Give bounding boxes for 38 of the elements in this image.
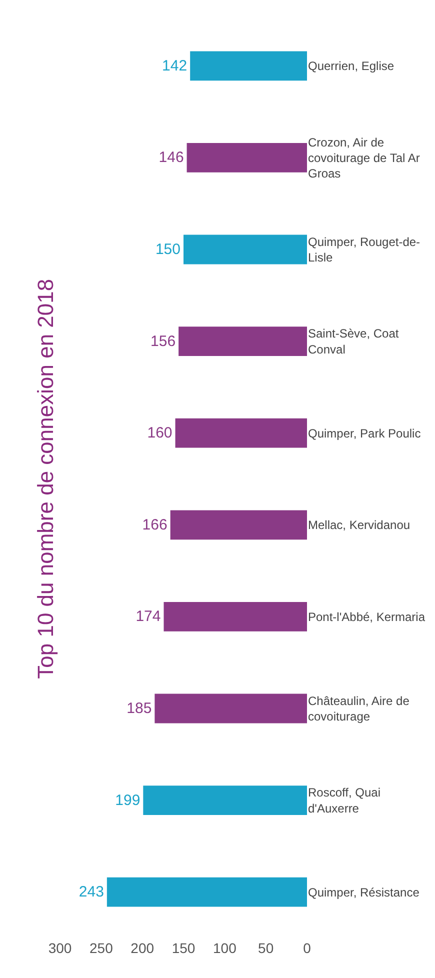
y-tick-label: Quimper, Rouget-de-Lisle — [308, 234, 420, 264]
data-label: 199 — [115, 792, 140, 809]
x-tick-label: 0 — [303, 940, 312, 956]
y-tick-label: Mellac, Kervidanou — [308, 518, 410, 532]
x-tick-label: 50 — [258, 940, 274, 956]
y-tick-label: Querrien, Eglise — [308, 59, 394, 74]
x-tick-label: 150 — [172, 940, 196, 956]
data-label: 142 — [162, 57, 188, 74]
data-label: 160 — [147, 424, 172, 442]
data-label: 166 — [142, 516, 168, 534]
x-tick-label: 250 — [89, 940, 114, 956]
bar — [178, 326, 307, 356]
bar — [190, 51, 307, 81]
data-label: 150 — [155, 241, 180, 258]
data-label: 156 — [150, 332, 176, 350]
x-tick-label: 300 — [48, 940, 72, 956]
y-tick-label: Roscoff, Quai d'Auxerre — [308, 786, 380, 816]
y-tick-label: Quimper, Park Poulic — [308, 426, 421, 440]
y-tick-label: Saint-Sève, Coat Conval — [308, 326, 400, 356]
text: Top 10 du nombre de connexion en 2018 — [32, 278, 58, 679]
bar — [154, 694, 307, 724]
bar — [170, 510, 307, 540]
bar — [106, 877, 307, 907]
y-tick-label: Châteaulin, Aire de covoiturage — [308, 694, 410, 724]
x-tick-label: 200 — [130, 940, 154, 956]
bar — [143, 786, 307, 815]
bar — [175, 418, 307, 448]
y-tick-label: Pont-l'Abbé, Kermaria — [308, 610, 426, 624]
data-label: 174 — [136, 608, 161, 626]
data-label: 146 — [158, 149, 184, 166]
data-label: 185 — [126, 700, 152, 717]
bar — [164, 602, 307, 632]
bar — [186, 143, 307, 172]
y-tick-label: Crozon, Air de covoiturage de Tal Ar Groas — [308, 135, 420, 180]
y-tick-label: Quimper, Résistance — [308, 885, 420, 900]
bar — [184, 234, 307, 264]
data-label: 243 — [78, 884, 104, 901]
x-tick-label: 100 — [212, 940, 237, 956]
